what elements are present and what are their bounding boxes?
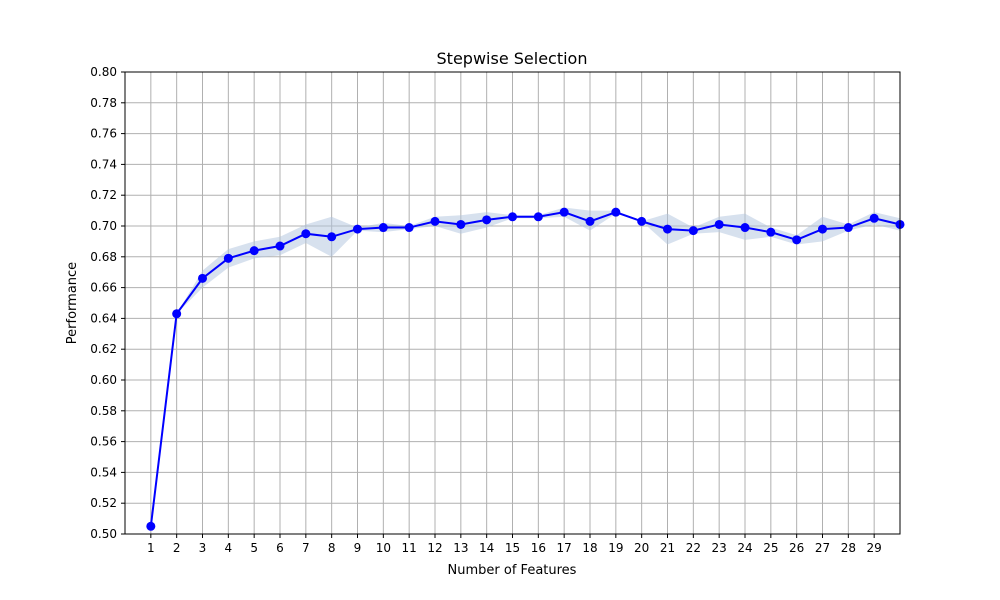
- data-point: [275, 241, 285, 251]
- data-point: [869, 213, 879, 223]
- y-tick-label: 0.56: [90, 435, 117, 449]
- data-point: [611, 207, 621, 217]
- x-tick-label: 7: [302, 541, 310, 555]
- data-points: [146, 207, 905, 531]
- y-tick-label: 0.70: [90, 219, 117, 233]
- x-tick-label: 14: [479, 541, 494, 555]
- x-tick-label: 23: [712, 541, 727, 555]
- y-axis-label: Performance: [65, 262, 80, 344]
- y-tick-label: 0.74: [90, 157, 117, 171]
- x-tick-label: 6: [276, 541, 284, 555]
- data-point: [818, 224, 827, 234]
- y-tick-label: 0.60: [90, 373, 117, 387]
- x-tick-label: 5: [250, 541, 258, 555]
- x-tick-label: 27: [815, 541, 830, 555]
- data-point: [559, 207, 569, 217]
- data-point: [404, 223, 414, 233]
- chart-title: Stepwise Selection: [437, 49, 588, 68]
- y-tick-label: 0.58: [90, 404, 117, 418]
- data-point: [585, 216, 595, 226]
- data-point: [223, 253, 233, 263]
- y-tick-label: 0.80: [90, 65, 117, 79]
- y-tick-label: 0.76: [90, 127, 117, 141]
- data-point: [456, 219, 466, 229]
- data-point: [740, 223, 750, 233]
- x-tick-label: 29: [867, 541, 882, 555]
- data-point: [792, 235, 802, 245]
- data-point: [353, 224, 362, 234]
- x-tick-label: 22: [686, 541, 701, 555]
- y-tick-label: 0.72: [90, 188, 117, 202]
- performance-line: [149, 211, 901, 527]
- x-tick-label: 28: [841, 541, 856, 555]
- x-tick-label: 12: [427, 541, 442, 555]
- y-tick-label: 0.78: [90, 96, 117, 110]
- y-tick-label: 0.54: [90, 465, 117, 479]
- x-tick-label: 25: [763, 541, 778, 555]
- data-point: [508, 212, 517, 222]
- x-axis-label: Number of Features: [448, 563, 577, 578]
- y-tick-label: 0.66: [90, 281, 117, 295]
- x-tick-label: 21: [660, 541, 675, 555]
- data-point: [327, 232, 337, 242]
- x-tick-label: 16: [531, 541, 546, 555]
- y-tick-label: 0.52: [90, 496, 117, 510]
- data-point: [482, 215, 492, 225]
- y-tick-label: 0.68: [90, 250, 117, 264]
- y-tick-label: 0.64: [90, 311, 117, 325]
- data-point: [688, 226, 698, 236]
- grid: [125, 71, 900, 535]
- x-tick-label: 8: [328, 541, 336, 555]
- x-tick-label: 1: [147, 541, 155, 555]
- x-tick-label: 20: [634, 541, 649, 555]
- data-point: [843, 223, 853, 233]
- x-tick-label: 15: [505, 541, 520, 555]
- data-point: [301, 229, 311, 239]
- x-axis: 1 2 3 4 5 6 7 8 9 10 11 12 13 14 15 16 17 18 19 20 21 22 23 24 2…: [147, 534, 882, 555]
- y-axis: 0.50 0.52 0.54 0.56 0.58 0.60 0.62 0.64 0.66 0.68…: [90, 65, 125, 541]
- y-tick-label: 0.50: [90, 527, 117, 541]
- x-tick-label: 3: [199, 541, 207, 555]
- data-point: [378, 223, 388, 233]
- data-point: [533, 212, 543, 222]
- x-tick-label: 19: [608, 541, 623, 555]
- data-point: [198, 273, 207, 283]
- x-tick-label: 18: [582, 541, 597, 555]
- data-point: [663, 224, 672, 234]
- data-point: [146, 521, 156, 531]
- data-point: [172, 309, 182, 319]
- x-tick-label: 10: [376, 541, 391, 555]
- x-tick-label: 24: [737, 541, 752, 555]
- x-tick-label: 4: [225, 541, 233, 555]
- data-point: [766, 227, 776, 237]
- data-point: [637, 216, 647, 226]
- x-tick-label: 13: [453, 541, 468, 555]
- data-point: [249, 246, 259, 256]
- x-tick-label: 26: [789, 541, 804, 555]
- y-tick-label: 0.62: [90, 342, 117, 356]
- confidence-band: [150, 207, 901, 527]
- x-tick-label: 17: [557, 541, 572, 555]
- data-point: [714, 219, 724, 229]
- x-tick-label: 2: [173, 541, 181, 555]
- x-tick-label: 9: [354, 541, 362, 555]
- x-tick-label: 11: [402, 541, 417, 555]
- data-point: [430, 216, 440, 226]
